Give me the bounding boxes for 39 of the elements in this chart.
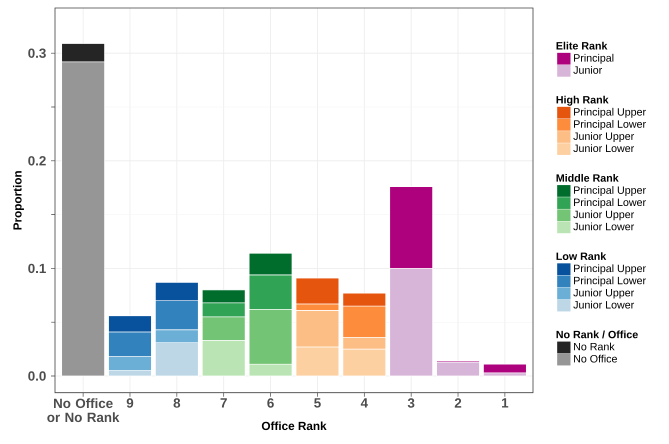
legend-label: Junior Lower: [573, 144, 634, 152]
text: Middle Rank: [556, 174, 619, 182]
x-tick-label: No Office or No Rank: [47, 398, 120, 422]
y-tick-label: 0.1: [28, 264, 46, 274]
text: High Rank: [556, 96, 609, 106]
x-tick-label: 3: [408, 398, 414, 408]
y-tick-label: 0.2: [28, 156, 46, 166]
x-tick-label: 6: [267, 398, 274, 408]
y-tick-label: 0.0: [28, 371, 46, 381]
legend-label: Principal Upper: [574, 186, 646, 196]
legend-label: Junior Lower: [573, 300, 634, 309]
legend-label: Principal Upper: [574, 264, 646, 274]
x-tick-label: 4: [360, 398, 368, 408]
legend-label: Junior Lower: [573, 222, 634, 230]
y-axis-title: Proportion: [12, 171, 24, 230]
text: No Rank / Office: [556, 330, 638, 338]
legend-label: Principal Lower: [574, 120, 646, 130]
legend-label: No Office: [574, 354, 617, 363]
legend-label: Junior: [573, 66, 602, 74]
legend-label: Principal Lower: [574, 198, 646, 208]
x-tick-label: 2: [454, 398, 462, 408]
x-axis-title: Office Rank: [262, 421, 327, 430]
x-tick-label: 9: [126, 398, 134, 408]
legend-label: No Rank: [574, 342, 615, 350]
legend-label: Junior Upper: [573, 210, 634, 220]
bar: [436, 362, 480, 376]
y-tick-label: 0.3: [28, 48, 46, 58]
x-tick-label: 7: [220, 398, 227, 408]
legend-label: Principal: [574, 54, 614, 64]
x-tick-label: 1: [502, 398, 508, 408]
legend-label: Principal Lower: [574, 276, 646, 286]
legend-label: Junior Upper: [573, 288, 634, 299]
text: Elite Rank: [556, 42, 608, 50]
x-tick-label: 5: [314, 398, 321, 408]
x-tick-label: 8: [174, 398, 180, 408]
text: Low Rank: [556, 252, 606, 260]
legend-label: Junior Upper: [573, 132, 634, 142]
bar: [483, 364, 527, 374]
legend-label: Principal Upper: [574, 108, 646, 118]
